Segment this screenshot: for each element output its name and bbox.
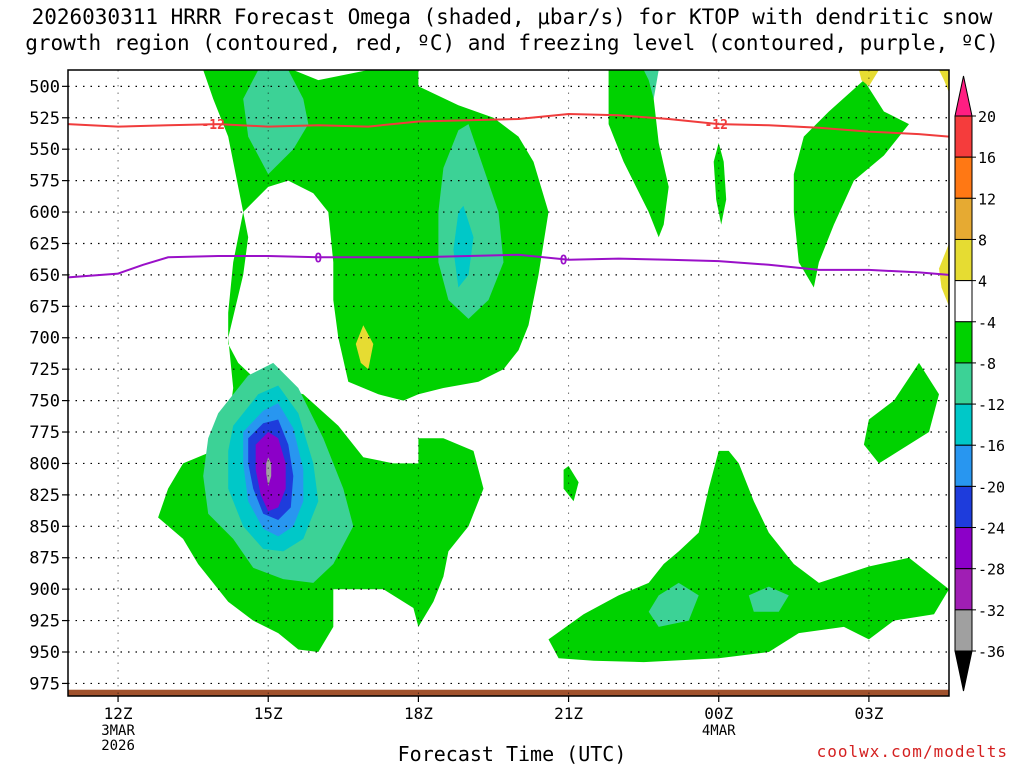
omega-region-3 [793,80,909,288]
y-tick-label-725: 725 [29,360,60,380]
y-tick-label-525: 525 [29,109,60,129]
omega-region-19 [355,325,374,370]
x-tick-label-21: 21Z [554,704,583,723]
x-tick-label-15: 15Z [254,704,283,723]
colorbar-label-4: 4 [978,273,987,291]
y-tick-label-925: 925 [29,612,60,632]
y-tick-label-825: 825 [29,486,60,506]
colorbar-swatch-12 [954,609,973,652]
snow-growth-contour-label-1: -12 [704,118,727,133]
x-tick-label-27: 03Z [854,704,883,723]
omega-region-21 [939,70,949,93]
freezing-level-contour-label-1: 0 [560,253,568,268]
colorbar-swatch-1 [954,156,973,199]
x-tick-label-12: 12Z [104,704,133,723]
omega-region-0 [158,70,549,652]
colorbar-label-1: 16 [978,149,996,167]
y-tick-label-850: 850 [29,517,60,537]
plot-frame [67,69,950,697]
colorbar-swatch-4 [954,280,973,323]
x-tick-sub2-12: 2026 [101,738,135,754]
y-tick-label-900: 900 [29,580,60,600]
surface-strip [68,689,949,696]
colorbar-label-9: -20 [978,478,1005,496]
colorbar-label-10: -24 [978,520,1005,538]
x-tick-label-24: 00Z [704,704,733,723]
colorbar-swatch-7 [954,403,973,446]
colorbar: 20 16 12 8 4 -4 -8 -12 -16 -20 -24 -28 -32 -36 [954,75,1005,692]
colorbar-swatch-9 [954,485,973,529]
x-tick-sub1-12: 3MAR [101,723,135,739]
omega-region-12 [748,586,789,612]
y-tick-label-975: 975 [29,674,60,694]
omega-region-2 [713,142,727,225]
colorbar-label-12: -32 [978,602,1005,620]
title-line-2: growth region (contoured, red, ºC) and f… [25,31,999,55]
y-tick-label-875: 875 [29,549,60,569]
freezing-level-contour-line [68,253,949,279]
colorbar-swatch-0 [954,115,973,158]
omega-region-18 [266,457,272,487]
y-tick-label-675: 675 [29,297,60,317]
omega-region-1 [608,70,669,238]
colorbar-label-13: -36 [978,643,1005,661]
omega-region-6 [548,450,949,663]
y-tick-label-625: 625 [29,234,60,254]
y-tick-label-800: 800 [29,454,60,474]
omega-region-13 [453,205,474,288]
colorbar-label-6: -8 [978,355,996,373]
colorbar-swatch-8 [954,444,973,487]
freezing-level-contour-label-0: 0 [314,251,322,266]
omega-region-7 [243,70,309,175]
colorbar-swatch-2 [954,197,973,240]
x-axis-label: Forecast Time (UTC) [397,742,627,766]
colorbar-swatch-3 [954,238,973,282]
omega-region-9 [643,70,659,99]
x-tick-label-18: 18Z [404,704,433,723]
colorbar-label-11: -28 [978,561,1005,579]
omega-region-4 [863,362,939,464]
colorbar-label-0: 20 [978,108,996,126]
snow-growth-contour-label-0: -12 [201,118,224,133]
colorbar-label-8: -16 [978,437,1005,455]
title-line-1: 2026030311 HRRR Forecast Omega (shaded, … [31,5,993,29]
y-tick-label-700: 700 [29,329,60,349]
colorbar-swatch-10 [954,527,973,570]
x-tick-sub1-24: 4MAR [702,723,736,739]
colorbar-label-3: 8 [978,231,987,249]
colorbar-swatch-6 [954,362,973,405]
colorbar-cap-bottom [954,650,973,692]
omega-shading [158,70,949,663]
colorbar-label-7: -12 [978,396,1005,414]
omega-region-8 [438,124,504,319]
credit-link[interactable]: coolwx.com/modelts [816,742,1008,761]
colorbar-swatch-11 [954,568,973,611]
y-tick-label-750: 750 [29,392,60,412]
chart-title: 2026030311 HRRR Forecast Omega (shaded, … [0,4,1024,56]
y-axis: 500 525 550 575 600 625 650 675 700 725 750 775 800 8… [29,77,68,694]
snow-growth-contour-line [68,112,949,138]
temperature-contours: -12 -12 0 0 [68,112,949,279]
y-tick-label-650: 650 [29,266,60,286]
y-tick-label-500: 500 [29,77,60,97]
surface-ground [68,689,949,696]
y-tick-label-575: 575 [29,172,60,192]
y-tick-label-550: 550 [29,140,60,160]
y-tick-label-950: 950 [29,643,60,663]
omega-region-5 [563,466,579,502]
colorbar-swatch-5 [954,321,973,364]
colorbar-cap-top [954,75,973,117]
y-tick-label-600: 600 [29,203,60,223]
omega-region-11 [648,582,699,627]
colorbar-label-2: 12 [978,190,996,208]
y-tick-label-775: 775 [29,423,60,443]
colorbar-label-5: -4 [978,314,996,332]
